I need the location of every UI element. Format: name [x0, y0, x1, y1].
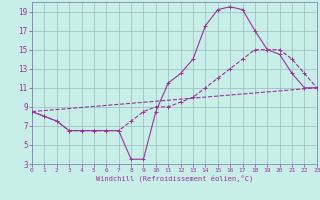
X-axis label: Windchill (Refroidissement éolien,°C): Windchill (Refroidissement éolien,°C): [96, 175, 253, 182]
